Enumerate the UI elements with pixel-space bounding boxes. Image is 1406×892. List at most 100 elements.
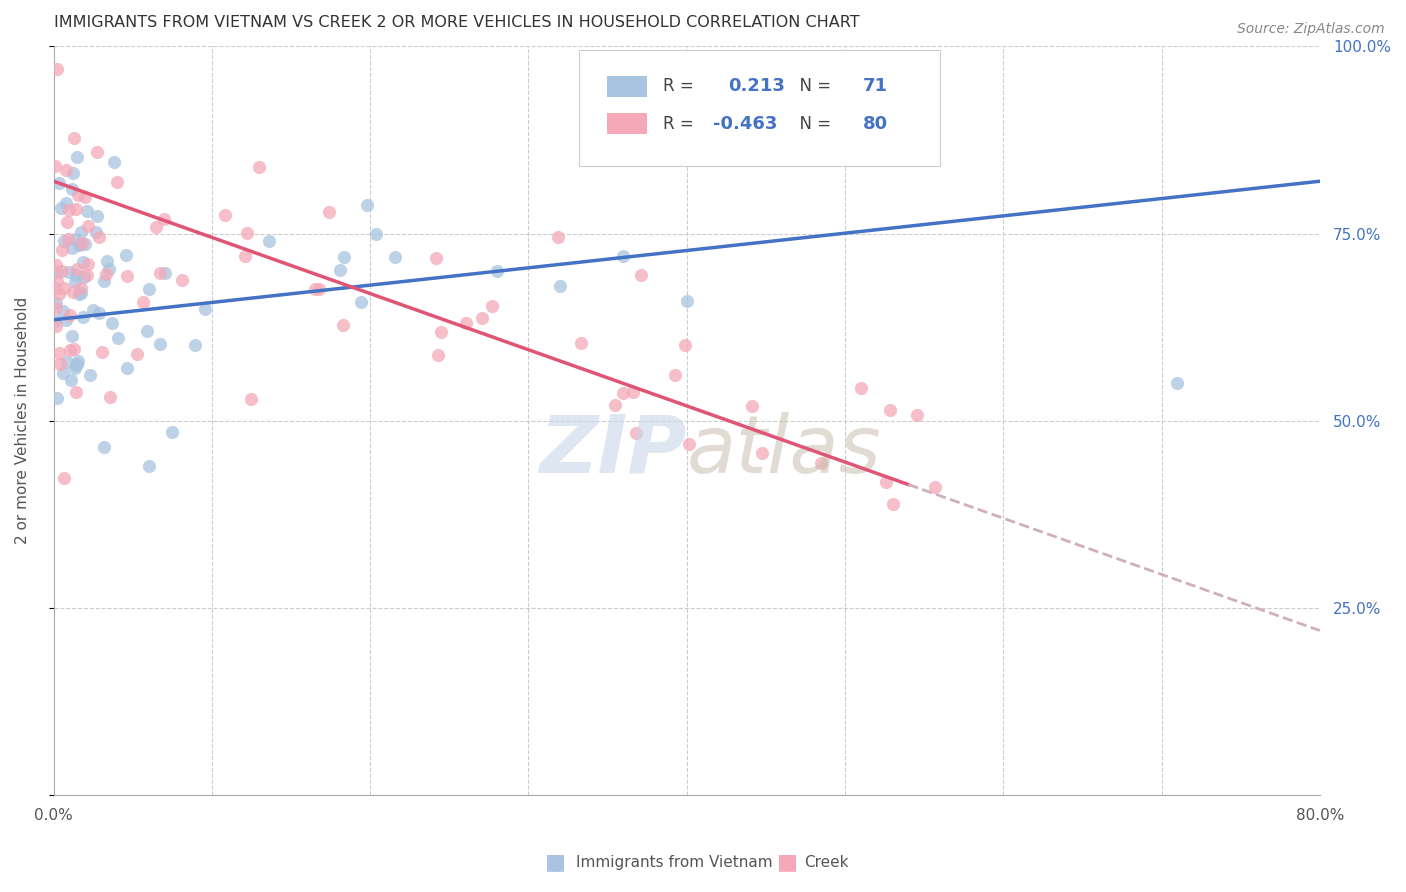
Point xyxy=(55,313,77,327)
Text: Creek: Creek xyxy=(804,855,849,870)
Point xyxy=(93,441,115,455)
Point xyxy=(569,336,592,351)
Point xyxy=(86,209,108,223)
Point xyxy=(675,294,697,309)
FancyBboxPatch shape xyxy=(607,113,647,134)
Point xyxy=(66,357,89,371)
Point xyxy=(86,145,108,160)
Point xyxy=(66,261,89,276)
Point xyxy=(76,219,98,233)
Point xyxy=(107,330,129,344)
Point xyxy=(52,234,75,248)
Point xyxy=(51,264,73,278)
Point xyxy=(485,264,508,278)
Point xyxy=(350,294,373,309)
Point xyxy=(149,267,172,281)
Point xyxy=(46,274,69,288)
Point xyxy=(70,280,93,294)
Point xyxy=(882,497,904,511)
Point xyxy=(63,131,86,145)
Point xyxy=(45,264,67,278)
Text: Immigrants from Vietnam: Immigrants from Vietnam xyxy=(576,855,773,870)
Point xyxy=(678,436,700,450)
Point xyxy=(75,190,97,204)
Point xyxy=(456,316,478,330)
Point xyxy=(96,267,118,281)
Point xyxy=(73,269,96,284)
Point xyxy=(115,268,138,283)
Point xyxy=(76,204,98,219)
Point xyxy=(91,345,114,359)
Point xyxy=(1166,376,1188,391)
Point xyxy=(63,275,86,289)
Point xyxy=(384,250,406,264)
Point xyxy=(63,361,86,376)
Point xyxy=(115,360,138,375)
Text: atlas: atlas xyxy=(686,412,882,490)
Point xyxy=(810,456,832,470)
Point xyxy=(56,215,79,229)
Point xyxy=(76,257,98,271)
Point xyxy=(105,176,128,190)
Point xyxy=(257,234,280,248)
Point xyxy=(84,226,107,240)
Text: N =: N = xyxy=(789,114,837,133)
Point xyxy=(605,398,627,412)
Point xyxy=(333,250,356,264)
Point xyxy=(62,166,84,180)
Point xyxy=(65,202,87,216)
Point xyxy=(89,230,111,244)
Point xyxy=(44,160,66,174)
Point xyxy=(52,471,75,485)
Point xyxy=(67,238,90,252)
Point xyxy=(364,227,387,242)
Point xyxy=(58,203,80,218)
Point xyxy=(624,426,647,441)
Point xyxy=(52,304,75,318)
Point xyxy=(308,281,330,295)
Point xyxy=(673,338,696,352)
Point xyxy=(127,347,149,361)
Point xyxy=(425,251,447,265)
Point xyxy=(65,359,87,373)
Point xyxy=(239,392,262,406)
Point xyxy=(547,229,569,244)
Point xyxy=(97,262,120,277)
Point xyxy=(45,258,67,272)
FancyBboxPatch shape xyxy=(607,76,647,96)
Point xyxy=(44,281,66,295)
Point xyxy=(48,345,70,359)
Point xyxy=(98,390,121,404)
Point xyxy=(72,255,94,269)
Point xyxy=(131,294,153,309)
Point xyxy=(471,311,494,326)
Text: 71: 71 xyxy=(863,77,887,95)
Point xyxy=(905,408,928,422)
Point xyxy=(66,187,89,202)
Point xyxy=(60,182,83,196)
Text: ■: ■ xyxy=(778,853,797,872)
Point xyxy=(65,232,87,246)
Point xyxy=(60,328,83,343)
Point xyxy=(48,287,70,301)
Point xyxy=(62,342,84,356)
Point xyxy=(430,325,453,339)
Point xyxy=(233,249,256,263)
Point xyxy=(481,299,503,313)
Point xyxy=(630,268,652,283)
Point xyxy=(162,425,184,440)
Point xyxy=(138,282,160,296)
Text: ■: ■ xyxy=(546,853,565,872)
Point xyxy=(60,241,83,255)
Point xyxy=(426,348,449,362)
Point xyxy=(55,196,77,211)
Y-axis label: 2 or more Vehicles in Household: 2 or more Vehicles in Household xyxy=(15,297,30,544)
Point xyxy=(145,219,167,234)
Point xyxy=(45,318,67,333)
Text: 80: 80 xyxy=(863,114,887,133)
Point xyxy=(55,163,77,178)
Point xyxy=(153,266,176,280)
Point xyxy=(194,302,217,317)
Point xyxy=(96,253,118,268)
Point xyxy=(69,236,91,251)
